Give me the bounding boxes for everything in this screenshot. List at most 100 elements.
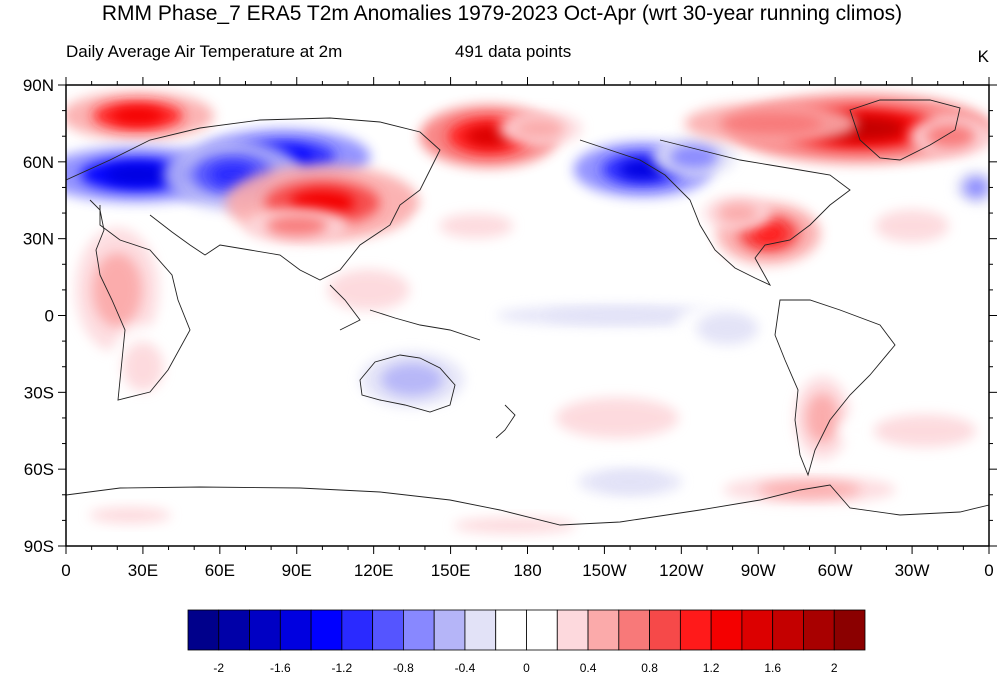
anomaly-region [719,111,823,136]
lat-tick-label: 30N [23,230,54,249]
anomaly-region [515,118,565,139]
colorbar: -2 -1.6 -1.2 -0.8 -0.4 0 0.4 0.8 1.2 1.6 2 [187,609,866,675]
anomaly-region [925,123,976,149]
anomaly-core [619,160,666,179]
anomaly-region [265,215,328,237]
colorbar-box [649,609,681,651]
lon-tick-label: 150W [582,561,626,580]
anomaly-region [92,253,142,327]
colorbar-box [495,609,527,651]
anomaly-region [327,269,410,311]
anomaly-region [758,481,861,498]
coastline-south-america [774,299,896,477]
anomaly-region [669,144,719,170]
subtitle-left: Daily Average Air Temperature at 2m [66,42,342,61]
anomaly-region [555,397,679,439]
anomaly-region [873,414,977,448]
colorbar-label: 1.6 [764,661,781,675]
coastline-new-zealand [495,404,516,439]
coastline-southeast-asia [329,284,481,341]
anomaly-region [89,507,172,524]
colorbar-box [679,609,712,651]
colorbar-label: 0.8 [641,661,658,675]
anomaly-region [381,363,443,396]
anomaly-region [963,177,989,198]
colorbar-label: -2 [213,661,224,675]
coastline-north-america [579,139,851,286]
anomaly-region [453,517,577,534]
lat-tick-label: 90S [24,537,54,556]
colorbar-label: 0 [523,661,530,675]
colorbar-box [587,609,620,651]
lon-tick-label: 30E [128,561,158,580]
anomaly-field [66,91,989,540]
colorbar-label: -1.2 [332,661,353,675]
coastlines [66,99,989,526]
colorbar-box [341,609,374,651]
colorbar-label: 0.4 [580,661,597,675]
anomaly-core [112,107,164,124]
colorbar-box [526,609,558,651]
colorbar-box [310,609,343,651]
chart-title: RMM Phase_7 ERA5 T2m Anomalies 1979-2023… [102,2,902,25]
colorbar-label: 1.2 [703,661,720,675]
lat-tick-label: 0 [45,307,54,326]
units-label: K [978,47,990,66]
map-ticks [58,77,997,554]
lon-tick-label: 120W [659,561,703,580]
anomaly-region [875,209,950,243]
lon-tick-label: 30W [895,561,930,580]
coastline-australia [359,354,456,413]
colorbar-box [803,609,835,651]
colorbar-label: 2 [831,661,838,675]
colorbar-labels: -2 -1.6 -1.2 -0.8 -0.4 0 0.4 0.8 1.2 1.6 2 [213,661,837,675]
colorbar-label: -0.4 [455,661,476,675]
colorbar-box [710,609,743,651]
anomaly-region [545,309,690,322]
colorbar-box [187,609,220,651]
coastline-eurasia [66,117,441,281]
colorbar-box [218,609,250,651]
colorbar-label: -1.6 [270,661,291,675]
lon-tick-label: 0 [984,561,993,580]
anomaly-region [696,311,759,345]
lat-tick-label: 30S [24,383,54,402]
colorbar-box [279,609,312,651]
map-panel: 90N 60N 30N 0 30S 60S 90S 0 30E 60E 90E 120E 150E 18… [23,76,997,580]
coastline-europe-africa [89,199,191,401]
anomaly-region [599,473,661,491]
anomaly-region [439,213,514,239]
lon-tick-label: 180 [513,561,541,580]
colorbar-box [833,609,866,651]
anomaly-core [105,165,171,184]
anomaly-core [751,223,786,244]
lon-tick-label: 60E [205,561,235,580]
coastline-greenland-arctic [849,99,961,161]
lon-tick-label: 60W [818,561,853,580]
colorbar-box [741,609,774,651]
lat-tick-label: 60S [24,460,54,479]
anomaly-region [717,202,759,224]
colorbar-box [618,609,650,651]
colorbar-label: -0.8 [393,661,414,675]
anomaly-region [122,342,164,392]
colorbar-box [464,609,497,651]
lon-tick-label: 120E [354,561,394,580]
colorbar-boxes [187,609,866,651]
latitude-labels: 90N 60N 30N 0 30S 60S 90S [23,76,54,556]
colorbar-box [772,609,804,651]
longitude-labels: 0 30E 60E 90E 120E 150E 180 150W 120W 90W 60W 30W 0 [61,561,993,580]
lon-tick-label: 0 [61,561,70,580]
coastline-antarctica [66,484,989,526]
anomaly-region [805,393,839,443]
colorbar-box [403,609,435,651]
lon-tick-label: 90E [282,561,312,580]
colorbar-box [433,609,466,651]
colorbar-box [372,609,404,651]
colorbar-box [556,609,589,651]
lon-tick-label: 90W [741,561,776,580]
lon-tick-label: 150E [431,561,471,580]
lat-tick-label: 60N [23,153,54,172]
lat-tick-label: 90N [23,76,54,95]
